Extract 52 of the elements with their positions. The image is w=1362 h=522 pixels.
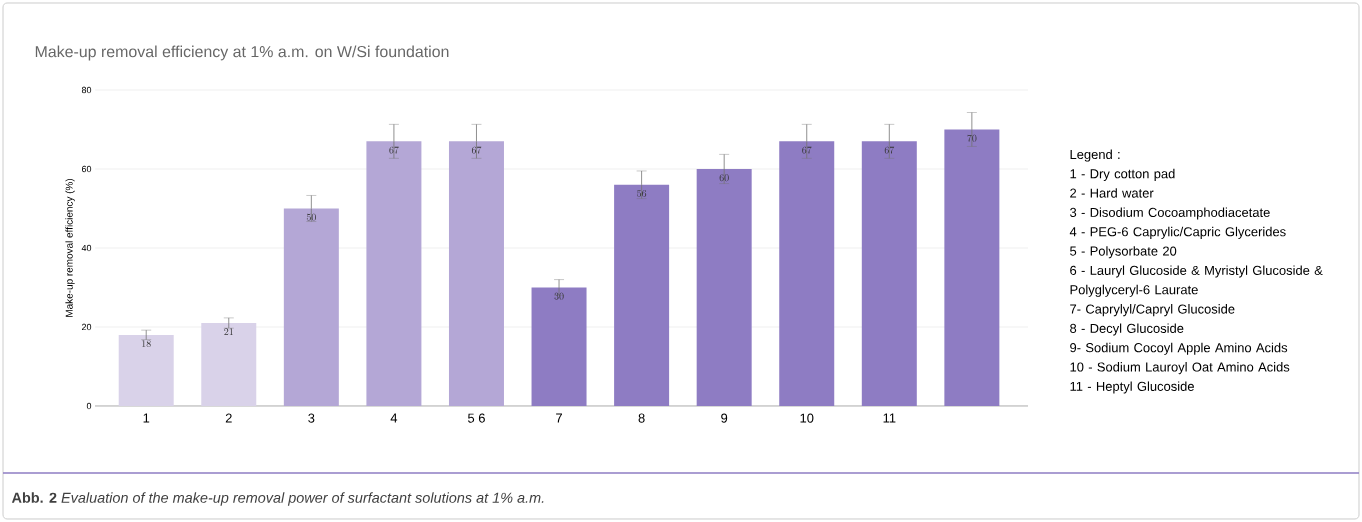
data-label: 30 — [554, 292, 564, 300]
bar — [696, 168, 752, 406]
bar — [366, 141, 422, 406]
text: 3 - Disodium Cocoamphodiacetate — [1070, 207, 1270, 220]
data-label: 67 — [884, 146, 895, 154]
data-label: 56 — [637, 190, 647, 197]
data-label: 67 — [802, 146, 812, 154]
text: 9- Sodium Cocoyl Apple Amino Acids — [1070, 342, 1288, 355]
x-tick-label: 5 6 — [467, 413, 485, 423]
chart-title: Make-up removal efficiency at 1% a.m. on W/Si foundation — [35, 45, 449, 61]
y-tick-label: 60 — [81, 165, 92, 173]
x-tick-label: 4 — [390, 413, 398, 423]
bar — [779, 141, 835, 406]
bar — [448, 141, 504, 406]
bar — [283, 208, 339, 406]
x-tick-label: 11 — [883, 413, 896, 423]
data-label: 60 — [719, 174, 729, 182]
text: 2 - Hard water — [1070, 188, 1154, 198]
data-label: 18 — [142, 340, 151, 348]
text: 10 - Sodium Lauroyl Oat Amino Acids — [1070, 362, 1290, 375]
bar — [118, 334, 174, 406]
y-tick-label: 40 — [81, 244, 92, 252]
x-tick-label: 3 — [308, 413, 315, 423]
bar — [861, 141, 917, 406]
data-label: 50 — [306, 213, 316, 221]
text: 1 - Dry cotton pad — [1070, 168, 1175, 181]
data-label: 70 — [967, 134, 977, 142]
text: 11 - Heptyl Glucoside — [1070, 381, 1194, 394]
x-tick-label: 8 — [638, 413, 645, 423]
x-tick-label: 2 — [225, 413, 232, 423]
x-tick-label: 9 — [721, 413, 728, 423]
y-tick-label: 80 — [81, 86, 92, 94]
data-label: 67 — [389, 146, 399, 154]
x-tick-label: 10 — [800, 413, 814, 423]
text: 5 - Polysorbate 20 — [1070, 246, 1177, 259]
bar — [614, 184, 670, 406]
y-tick-label: 0 — [86, 402, 92, 410]
text: 8 - Decyl Glucoside — [1070, 323, 1184, 336]
text: Legend : — [1070, 149, 1120, 162]
text: 6 - Lauryl Glucoside & Myristyl Glucoside & Polyglyceryl-6 Laurate — [1070, 265, 1323, 297]
bar — [531, 287, 587, 406]
text: 7- Caprylyl/Capryl Glucoside — [1070, 304, 1235, 317]
bar — [201, 323, 257, 406]
x-tick-label: 7 — [556, 413, 562, 423]
bar — [944, 129, 1000, 406]
data-label: 67 — [471, 146, 482, 154]
text: Abb. 2 Evaluation of the make-up removal power of surfactant solutions at 1% a.m. — [11, 492, 544, 506]
data-label: 21 — [224, 328, 233, 335]
x-tick-label: 1 — [143, 413, 150, 423]
y-tick-label: 20 — [81, 323, 92, 331]
y-axis-title: Make-up removal efficiency (%) — [65, 178, 75, 317]
text: 4 - PEG-6 Caprylic/Capric Glycerides — [1069, 226, 1286, 239]
